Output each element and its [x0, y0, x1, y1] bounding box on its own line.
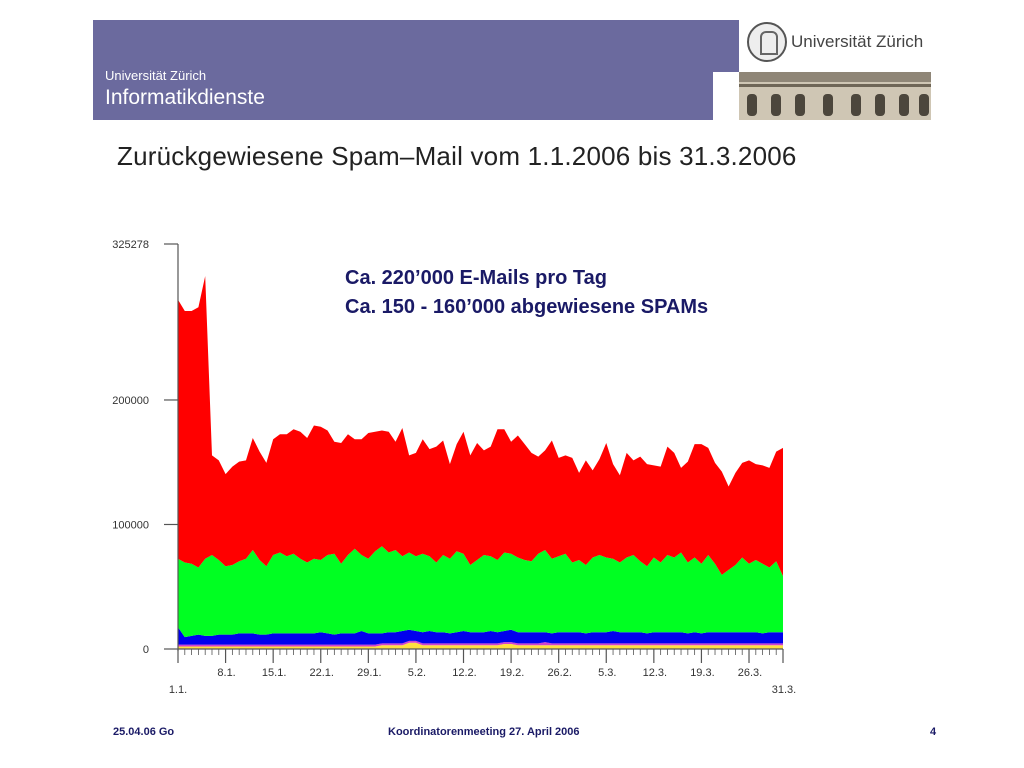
logo-text: Universität Zürich: [791, 32, 924, 51]
x-tick-label: 22.1.: [310, 667, 334, 679]
x-tick-label: 1.1.: [169, 684, 187, 696]
x-tick-label: 8.1.: [217, 667, 235, 679]
university-logo: Universität Zürich: [739, 16, 939, 72]
area-series-3: [178, 627, 783, 645]
university-seal-icon: [747, 22, 787, 62]
x-tick-label: 19.2.: [500, 667, 524, 679]
annotation-line-2: Ca. 150 - 160’000 abgewiesene SPAMs: [345, 296, 709, 318]
y-tick-label: 200000: [112, 395, 149, 407]
x-tick-label: 5.2.: [408, 667, 426, 679]
x-tick-label: 19.3.: [690, 667, 714, 679]
x-tick-label: 31.3.: [772, 684, 796, 696]
y-tick-label: 0: [143, 644, 149, 656]
header-institution: Universität Zürich: [105, 68, 207, 83]
chart-annotation: Ca. 220’000 E-Mails pro Tag Ca. 150 - 16…: [345, 264, 708, 322]
y-tick-label: 325278: [112, 239, 149, 251]
x-tick-label: 26.3.: [738, 667, 762, 679]
slide-title: Zurückgewiesene Spam–Mail vom 1.1.2006 b…: [117, 141, 797, 171]
page-number: 4: [930, 726, 937, 738]
x-tick-label: 29.1.: [357, 667, 381, 679]
footer-event: Koordinatorenmeeting 27. April 2006: [388, 726, 580, 738]
annotation-line-1: Ca. 220’000 E-Mails pro Tag: [345, 267, 607, 289]
header-department: Informatikdienste: [105, 86, 265, 109]
area-series-2: [178, 640, 783, 647]
footer-date: 25.04.06 Go: [113, 726, 175, 738]
area-series-1: [178, 642, 783, 649]
x-tick-label: 12.2.: [452, 667, 476, 679]
header-band: Universität Zürich Informatikdienste: [93, 20, 713, 120]
y-tick-label: 100000: [112, 519, 149, 531]
area-series-5: [178, 276, 783, 577]
x-tick-label: 15.1.: [262, 667, 286, 679]
header-accent-block: [713, 20, 739, 72]
area-series-4: [178, 546, 783, 638]
x-tick-label: 5.3.: [598, 667, 616, 679]
x-tick-label: 12.3.: [643, 667, 667, 679]
building-photo: [739, 72, 931, 120]
x-tick-label: 26.2.: [547, 667, 571, 679]
